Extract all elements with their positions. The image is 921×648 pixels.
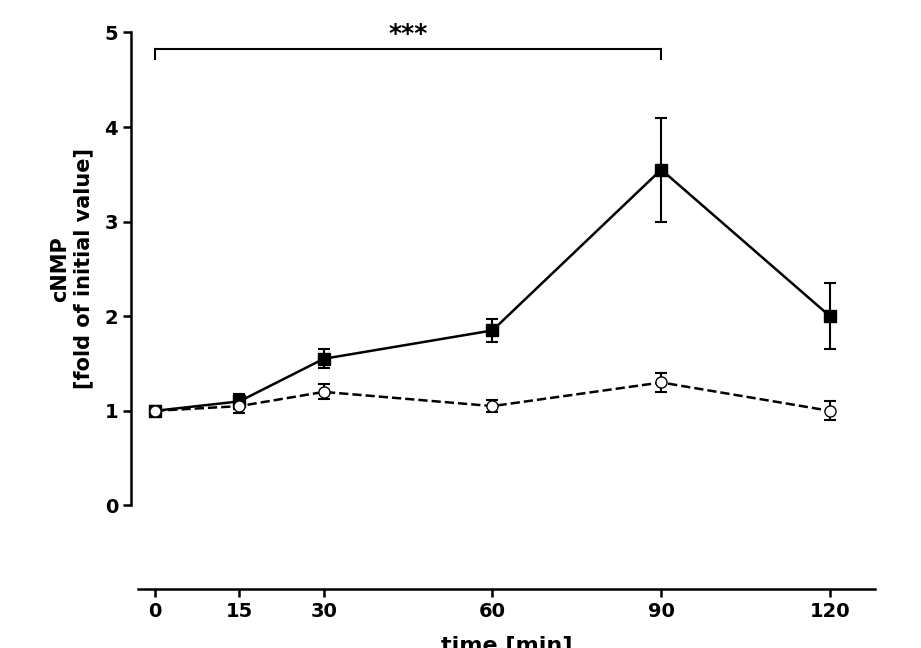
X-axis label: time [min]: time [min] <box>441 635 572 648</box>
Text: ***: *** <box>389 21 428 45</box>
Y-axis label: cNMP
[fold of initial value]: cNMP [fold of initial value] <box>50 148 93 389</box>
